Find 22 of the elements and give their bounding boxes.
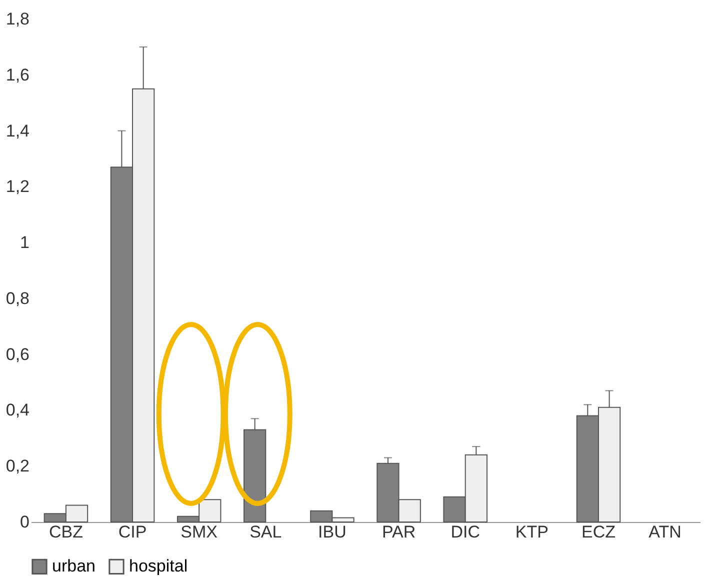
x-tick-label: KTP <box>515 522 548 542</box>
x-tick-label: IBU <box>318 522 346 542</box>
y-tick-label: 0,8 <box>6 288 30 308</box>
y-tick-label: 1,4 <box>6 121 30 140</box>
y-tick-label: 1,2 <box>6 177 30 196</box>
y-tick-label: 0 <box>20 512 30 532</box>
x-tick-label: DIC <box>450 522 480 542</box>
x-tick-label: CIP <box>118 522 147 542</box>
y-tick-label: 1,8 <box>6 10 30 28</box>
y-tick-label: 0,2 <box>6 456 30 476</box>
legend-label: hospital <box>129 556 188 576</box>
y-tick-label: 1,6 <box>6 65 30 84</box>
x-tick-label: CBZ <box>48 522 83 542</box>
x-tick-label: SAL <box>250 522 282 542</box>
y-tick-label: 0,6 <box>6 344 30 364</box>
y-tick-label: 1 <box>20 233 30 252</box>
x-tick-label: PAR <box>382 522 416 542</box>
x-tick-label: ECZ <box>581 522 616 542</box>
legend-label: urban <box>52 556 96 576</box>
x-tick-label: ATN <box>648 522 682 542</box>
y-tick-label: 0,4 <box>6 400 30 420</box>
x-tick-label: SMX <box>180 522 218 542</box>
